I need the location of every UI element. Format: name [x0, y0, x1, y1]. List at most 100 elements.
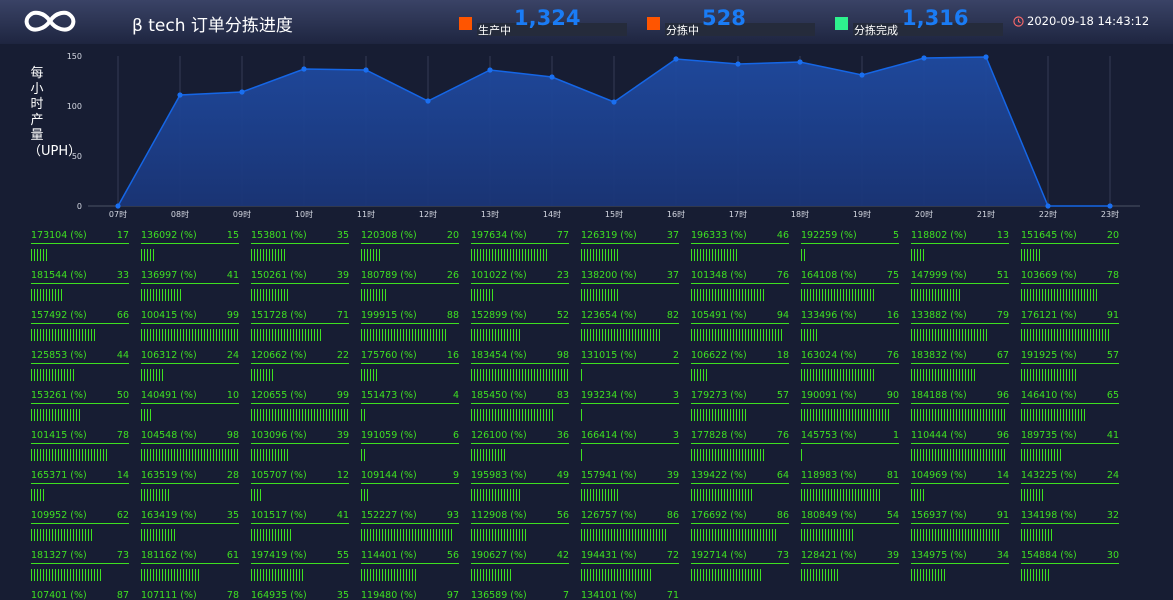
order-progress-label: 175760 (%) 16	[361, 349, 459, 364]
order-id: 191059 (%)	[361, 430, 417, 441]
order-progress-bar	[361, 569, 416, 581]
order-progress-bar	[581, 569, 652, 581]
order-progress-bar	[31, 529, 92, 541]
order-progress-bar	[31, 289, 64, 301]
order-progress-item: 101415 (%) 78	[31, 429, 130, 466]
order-progress-item: 133882 (%) 79	[911, 309, 1010, 346]
order-id: 175760 (%)	[361, 350, 417, 361]
order-percent: 17	[116, 230, 129, 241]
order-percent: 37	[666, 270, 679, 281]
datetime-text: 2020-09-18 14:43:12	[1027, 14, 1150, 28]
data-point	[363, 67, 369, 73]
order-progress-item: 163519 (%) 28	[141, 469, 240, 506]
order-percent: 44	[116, 350, 129, 361]
order-progress-item: 112908 (%) 56	[471, 509, 570, 546]
x-tick-label: 21时	[977, 209, 995, 219]
hourly-output-chart: 0 50 100 150 07时 08时 09时 10时 11时 12时 13时 14时 15时 16时 1…	[67, 52, 1140, 219]
order-progress-item: 138200 (%) 37	[581, 269, 680, 306]
order-id: 151728 (%)	[251, 310, 307, 321]
order-id: 119480 (%)	[361, 590, 417, 600]
order-id: 157492 (%)	[31, 310, 87, 321]
order-id: 152227 (%)	[361, 510, 417, 521]
order-progress-label: 152899 (%) 52	[471, 309, 569, 324]
order-progress-bar	[141, 289, 182, 301]
order-progress-label: 107401 (%) 87	[31, 589, 129, 600]
order-progress-label: 118802 (%) 13	[911, 229, 1009, 244]
order-progress-label: 185450 (%) 83	[471, 389, 569, 404]
stat-track	[477, 23, 627, 36]
order-progress-label: 110444 (%) 96	[911, 429, 1009, 444]
order-percent: 78	[226, 590, 239, 600]
order-progress-bar	[581, 449, 584, 461]
order-percent: 75	[886, 270, 899, 281]
order-progress-item: 134101 (%) 71	[581, 589, 680, 600]
clock-icon	[1013, 16, 1024, 27]
order-percent: 99	[226, 310, 239, 321]
order-percent: 34	[996, 550, 1009, 561]
order-percent: 56	[556, 510, 569, 521]
order-id: 164935 (%)	[251, 590, 307, 600]
order-percent: 1	[892, 430, 899, 441]
stat-sorting: 分拣中 528	[647, 8, 817, 37]
order-progress-item: 126319 (%) 37	[581, 229, 680, 266]
order-id: 189735 (%)	[1021, 430, 1077, 441]
order-id: 126100 (%)	[471, 430, 527, 441]
order-progress-item: 120662 (%) 22	[251, 349, 350, 386]
order-progress-item: 180789 (%) 26	[361, 269, 460, 306]
order-id: 133496 (%)	[801, 310, 857, 321]
order-progress-bar	[801, 489, 881, 501]
order-progress-label: 133496 (%) 16	[801, 309, 899, 324]
order-percent: 87	[116, 590, 129, 600]
order-percent: 91	[1106, 310, 1119, 321]
order-progress-item: 194431 (%) 72	[581, 549, 680, 586]
order-progress-item: 131015 (%) 2	[581, 349, 680, 386]
order-progress-bar	[471, 449, 507, 461]
order-progress-label: 190627 (%) 42	[471, 549, 569, 564]
order-progress-item: 100415 (%) 99	[141, 309, 240, 346]
order-progress-bar	[801, 249, 806, 261]
order-id: 133882 (%)	[911, 310, 967, 321]
order-id: 109952 (%)	[31, 510, 87, 521]
order-progress-label: 147999 (%) 51	[911, 269, 1009, 284]
order-percent: 76	[886, 350, 899, 361]
order-progress-label: 156937 (%) 91	[911, 509, 1009, 524]
order-progress-label: 183454 (%) 98	[471, 349, 569, 364]
order-progress-bar	[141, 449, 238, 461]
order-percent: 16	[886, 310, 899, 321]
order-progress-bar	[471, 569, 513, 581]
order-progress-bar	[471, 249, 547, 261]
order-percent: 77	[556, 230, 569, 241]
x-tick-label: 16时	[667, 209, 685, 219]
order-percent: 15	[226, 230, 239, 241]
order-percent: 10	[226, 390, 239, 401]
order-progress-item: 154884 (%) 30	[1021, 549, 1120, 586]
stat-value: 1,324	[514, 6, 581, 30]
stat-track	[853, 23, 1003, 36]
order-percent: 13	[996, 230, 1009, 241]
order-progress-item: 196333 (%) 46	[691, 229, 790, 266]
order-percent: 46	[776, 230, 789, 241]
order-id: 118802 (%)	[911, 230, 967, 241]
order-percent: 18	[776, 350, 789, 361]
x-tick-label: 22时	[1039, 209, 1057, 219]
order-progress-label: 120308 (%) 20	[361, 229, 459, 244]
order-progress-bar	[911, 369, 977, 381]
order-id: 156937 (%)	[911, 510, 967, 521]
order-progress-bar	[361, 529, 453, 541]
order-progress-label: 126100 (%) 36	[471, 429, 569, 444]
order-id: 194431 (%)	[581, 550, 637, 561]
order-percent: 66	[116, 310, 129, 321]
infinity-logo-icon	[24, 10, 76, 32]
order-percent: 71	[336, 310, 349, 321]
order-id: 180849 (%)	[801, 510, 857, 521]
order-progress-label: 105491 (%) 94	[691, 309, 789, 324]
order-progress-label: 189735 (%) 41	[1021, 429, 1119, 444]
data-point	[797, 59, 803, 65]
order-id: 176121 (%)	[1021, 310, 1077, 321]
order-percent: 51	[996, 270, 1009, 281]
order-progress-label: 118983 (%) 81	[801, 469, 899, 484]
order-percent: 57	[776, 390, 789, 401]
order-progress-item: 110444 (%) 96	[911, 429, 1010, 466]
order-id: 138200 (%)	[581, 270, 637, 281]
order-id: 104548 (%)	[141, 430, 197, 441]
